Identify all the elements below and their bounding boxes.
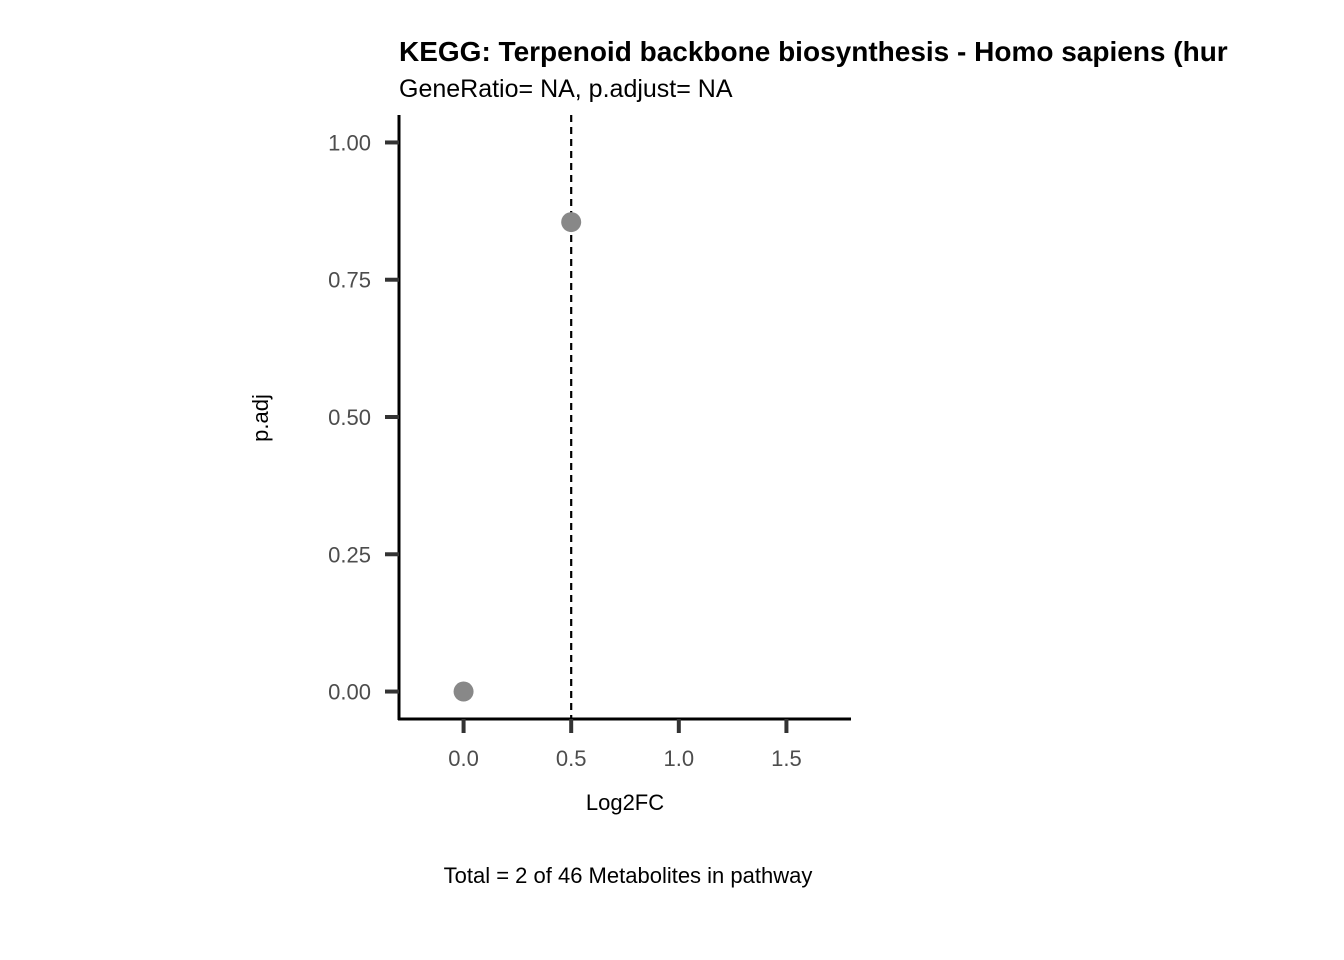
y-tick-label: 0.25 bbox=[328, 542, 371, 567]
x-tick-label: 1.0 bbox=[664, 746, 695, 771]
plot-area: 0.00 0.25 0.50 0.75 1.00 0.0 0.5 1.0 1.5 bbox=[328, 115, 851, 771]
data-point bbox=[453, 681, 474, 702]
x-tick-label: 0.5 bbox=[556, 746, 587, 771]
chart-title: KEGG: Terpenoid backbone biosynthesis - … bbox=[399, 36, 1228, 67]
chart-caption: Total = 2 of 46 Metabolites in pathway bbox=[444, 863, 813, 888]
x-tick-label: 0.0 bbox=[448, 746, 479, 771]
chart-subtitle: GeneRatio= NA, p.adjust= NA bbox=[399, 75, 733, 103]
data-point bbox=[561, 212, 582, 233]
y-axis-label: p.adj bbox=[248, 394, 273, 442]
y-tick-label: 1.00 bbox=[328, 130, 371, 155]
x-axis-label: Log2FC bbox=[586, 790, 664, 815]
y-tick-label: 0.50 bbox=[328, 405, 371, 430]
y-tick-label: 0.75 bbox=[328, 268, 371, 293]
x-tick-label: 1.5 bbox=[771, 746, 802, 771]
y-tick-label: 0.00 bbox=[328, 680, 371, 705]
